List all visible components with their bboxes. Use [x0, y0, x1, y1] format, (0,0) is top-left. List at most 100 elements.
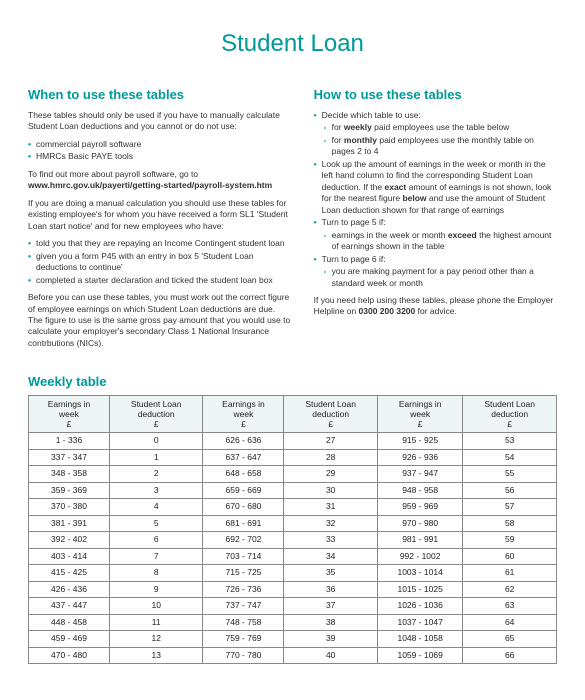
table-cell: 715 - 725	[203, 565, 284, 581]
content-columns: When to use these tables These tables sh…	[28, 86, 557, 355]
when-bullets-2: •told you that they are repaying an Inco…	[28, 238, 292, 286]
table-cell: 415 - 425	[29, 565, 110, 581]
table-cell: 670 - 680	[203, 499, 284, 515]
bullet-text: for monthly paid employees use the month…	[332, 135, 557, 158]
table-cell: 437 - 447	[29, 598, 110, 614]
table-cell: 370 - 380	[29, 499, 110, 515]
table-row: 381 - 3915681 - 69132970 - 98058	[29, 515, 557, 531]
bullet-text: Look up the amount of earnings in the we…	[322, 159, 557, 216]
left-column: When to use these tables These tables sh…	[28, 86, 292, 355]
table-cell: 30	[284, 482, 378, 498]
table-cell: 937 - 947	[377, 466, 462, 482]
table-cell: 27	[284, 433, 378, 449]
table-cell: 915 - 925	[377, 433, 462, 449]
table-cell: 33	[284, 532, 378, 548]
table-cell: 459 - 469	[29, 631, 110, 647]
table-cell: 981 - 991	[377, 532, 462, 548]
bullet-text: given you a form P45 with an entry in bo…	[36, 251, 292, 274]
right-column: How to use these tables •Decide which ta…	[314, 86, 557, 355]
table-row: 392 - 4026692 - 70233981 - 99159	[29, 532, 557, 548]
table-cell: 359 - 369	[29, 482, 110, 498]
table-cell: 426 - 436	[29, 581, 110, 597]
table-cell: 648 - 658	[203, 466, 284, 482]
table-cell: 681 - 691	[203, 515, 284, 531]
table-cell: 959 - 969	[377, 499, 462, 515]
table-cell: 13	[109, 647, 203, 663]
table-row: 470 - 48013770 - 780401059 - 106966	[29, 647, 557, 663]
table-cell: 337 - 347	[29, 449, 110, 465]
table-cell: 2	[109, 466, 203, 482]
weekly-table: Earnings inweek£ Student Loandeduction£ …	[28, 395, 557, 664]
payroll-link: www.hmrc.gov.uk/payerti/getting-started/…	[28, 180, 272, 190]
table-cell: 29	[284, 466, 378, 482]
how-end: If you need help using these tables, ple…	[314, 295, 557, 318]
col-deduction-3: Student Loandeduction£	[463, 395, 557, 433]
table-row: 359 - 3693659 - 66930948 - 95856	[29, 482, 557, 498]
table-cell: 55	[463, 466, 557, 482]
table-row: 403 - 4147703 - 71434992 - 100260	[29, 548, 557, 564]
how-end-post: for advice.	[418, 306, 457, 316]
when-p3: If you are doing a manual calculation yo…	[28, 198, 292, 232]
bullet-text: Decide which table to use:	[322, 110, 557, 121]
table-cell: 11	[109, 614, 203, 630]
table-cell: 5	[109, 515, 203, 531]
table-cell: 948 - 958	[377, 482, 462, 498]
table-cell: 53	[463, 433, 557, 449]
table-cell: 40	[284, 647, 378, 663]
table-cell: 8	[109, 565, 203, 581]
when-p2-pre: To find out more about payroll software,…	[28, 169, 198, 179]
table-heading: Weekly table	[28, 373, 557, 391]
table-row: 348 - 3582648 - 65829937 - 94755	[29, 466, 557, 482]
how-bullets: •Decide which table to use: -for weekly …	[314, 110, 557, 289]
table-cell: 381 - 391	[29, 515, 110, 531]
when-p2: To find out more about payroll software,…	[28, 169, 292, 192]
table-cell: 1037 - 1047	[377, 614, 462, 630]
col-deduction-1: Student Loandeduction£	[109, 395, 203, 433]
table-cell: 403 - 414	[29, 548, 110, 564]
how-heading: How to use these tables	[314, 86, 557, 104]
when-p4: Before you can use these tables, you mus…	[28, 292, 292, 349]
table-cell: 3	[109, 482, 203, 498]
table-cell: 448 - 458	[29, 614, 110, 630]
table-cell: 392 - 402	[29, 532, 110, 548]
table-cell: 737 - 747	[203, 598, 284, 614]
table-cell: 39	[284, 631, 378, 647]
table-cell: 59	[463, 532, 557, 548]
table-cell: 32	[284, 515, 378, 531]
table-cell: 470 - 480	[29, 647, 110, 663]
bullet-text: completed a starter declaration and tick…	[36, 275, 292, 286]
table-cell: 36	[284, 581, 378, 597]
table-cell: 348 - 358	[29, 466, 110, 482]
when-bullets-1: •commercial payroll software •HMRCs Basi…	[28, 139, 292, 163]
table-cell: 1015 - 1025	[377, 581, 462, 597]
bullet-text: HMRCs Basic PAYE tools	[36, 151, 292, 162]
table-cell: 12	[109, 631, 203, 647]
bullet-text: for weekly paid employees use the table …	[332, 122, 557, 133]
when-p1: These tables should only be used if you …	[28, 110, 292, 133]
col-earnings-1: Earnings inweek£	[29, 395, 110, 433]
table-cell: 28	[284, 449, 378, 465]
table-cell: 1	[109, 449, 203, 465]
table-cell: 1003 - 1014	[377, 565, 462, 581]
bullet-text: earnings in the week or month exceed the…	[332, 230, 557, 253]
table-cell: 659 - 669	[203, 482, 284, 498]
bullet-text: Turn to page 6 if:	[322, 254, 557, 265]
table-row: 337 - 3471637 - 64728926 - 93654	[29, 449, 557, 465]
table-cell: 770 - 780	[203, 647, 284, 663]
bullet-text: commercial payroll software	[36, 139, 292, 150]
table-cell: 35	[284, 565, 378, 581]
table-cell: 38	[284, 614, 378, 630]
helpline-number: 0300 200 3200	[359, 306, 416, 316]
table-cell: 4	[109, 499, 203, 515]
table-row: 459 - 46912759 - 769391048 - 105865	[29, 631, 557, 647]
table-cell: 692 - 702	[203, 532, 284, 548]
table-row: 370 - 3804670 - 68031959 - 96957	[29, 499, 557, 515]
when-heading: When to use these tables	[28, 86, 292, 104]
page-title: Student Loan	[28, 28, 557, 60]
table-cell: 65	[463, 631, 557, 647]
table-cell: 1048 - 1058	[377, 631, 462, 647]
table-cell: 31	[284, 499, 378, 515]
table-cell: 58	[463, 515, 557, 531]
bullet-text: Turn to page 5 if:	[322, 217, 557, 228]
table-row: 437 - 44710737 - 747371026 - 103663	[29, 598, 557, 614]
